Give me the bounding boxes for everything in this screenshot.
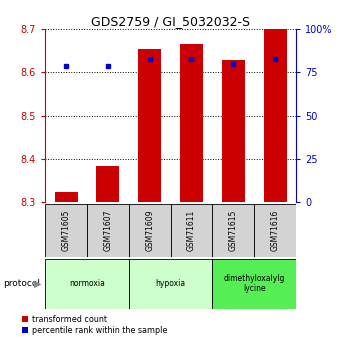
Text: GSM71607: GSM71607 [103, 209, 112, 251]
Text: dimethyloxalylg
lycine: dimethyloxalylg lycine [223, 274, 285, 294]
Text: GSM71615: GSM71615 [229, 210, 238, 251]
Bar [180, 44, 203, 202]
Bar [55, 193, 78, 202]
Bar [212, 204, 254, 257]
Bar [138, 49, 161, 202]
Legend: transformed count, percentile rank within the sample: transformed count, percentile rank withi… [22, 315, 167, 335]
Bar [222, 59, 245, 202]
Text: protocol: protocol [4, 279, 40, 288]
Bar [129, 259, 212, 309]
Text: GSM71616: GSM71616 [271, 210, 280, 251]
Bar [45, 259, 129, 309]
Bar [129, 204, 170, 257]
Text: hypoxia: hypoxia [156, 279, 186, 288]
Bar [45, 204, 87, 257]
Bar [254, 204, 296, 257]
Text: ▶: ▶ [34, 279, 42, 289]
Bar [212, 259, 296, 309]
Bar [264, 29, 287, 202]
Text: GSM71611: GSM71611 [187, 210, 196, 251]
Bar [87, 204, 129, 257]
Text: GSM71605: GSM71605 [61, 209, 70, 251]
Text: GSM71609: GSM71609 [145, 209, 154, 251]
Bar [170, 204, 212, 257]
Title: GDS2759 / GI_5032032-S: GDS2759 / GI_5032032-S [91, 15, 250, 28]
Bar [96, 166, 119, 202]
Text: normoxia: normoxia [69, 279, 105, 288]
